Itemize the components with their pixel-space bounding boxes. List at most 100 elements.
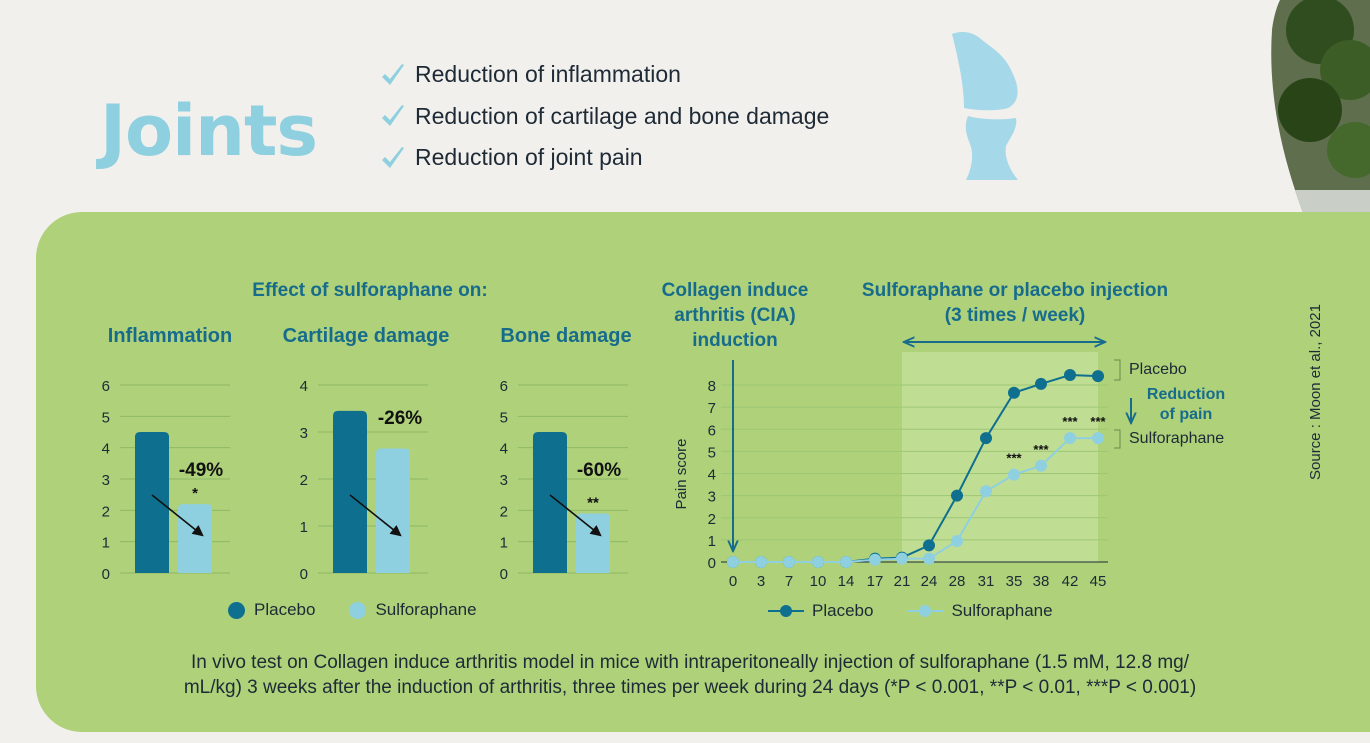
data-point-sulforaphane <box>783 556 795 568</box>
x-tick-label: 3 <box>757 573 765 590</box>
significance-marker: ** <box>587 494 599 511</box>
y-tick-label: 0 <box>102 566 110 583</box>
legend-sulforaphane: Sulforaphane <box>349 600 477 620</box>
sulforaphane-line-icon <box>907 604 944 618</box>
x-tick-label: 10 <box>810 573 827 590</box>
data-point-sulforaphane <box>923 552 935 565</box>
y-tick-label: 1 <box>500 535 508 552</box>
cia-induction-label: Collagen induce arthritis (CIA) inductio… <box>661 280 809 351</box>
bar-sulforaphane <box>178 504 212 573</box>
placebo-bracket <box>1114 359 1121 381</box>
x-tick-label: 21 <box>894 573 911 590</box>
y-tick-label: 4 <box>500 441 508 458</box>
benefit-item: Reduction of cartilage and bone damage <box>380 96 829 138</box>
x-tick-label: 24 <box>921 573 938 590</box>
data-point-sulforaphane <box>755 556 767 568</box>
line-legend: Placebo Sulforaphane <box>768 601 1087 621</box>
x-tick-label: 42 <box>1062 573 1079 590</box>
x-tick-label: 28 <box>949 573 966 590</box>
injection-period-label: Sulforaphane or placebo injection (3 tim… <box>861 280 1169 326</box>
knee-joint-icon <box>952 32 1018 180</box>
significance-marker: *** <box>1062 414 1078 429</box>
x-tick-label: 7 <box>785 573 793 590</box>
checkmark-icon <box>382 105 404 127</box>
x-tick-label: 45 <box>1090 573 1107 590</box>
significance-marker: *** <box>1006 451 1022 466</box>
y-tick-label: 3 <box>500 472 508 489</box>
sulforaphane-bracket <box>1114 429 1121 449</box>
data-point-placebo <box>923 539 935 552</box>
bar-sulforaphane <box>576 513 610 573</box>
reduction-arrow <box>151 494 204 537</box>
y-tick-label: 2 <box>300 472 308 489</box>
y-tick-label: 3 <box>300 425 308 442</box>
data-point-placebo <box>1064 369 1076 382</box>
y-tick-label: 3 <box>708 489 716 506</box>
y-tick-label: 6 <box>500 378 508 395</box>
reduction-arrow <box>549 494 602 537</box>
data-point-placebo <box>1035 377 1047 390</box>
y-tick-label: 6 <box>708 422 716 439</box>
bar-placebo <box>533 432 567 573</box>
y-tick-label: 4 <box>300 378 308 395</box>
y-tick-label: 1 <box>102 535 110 552</box>
data-point-sulforaphane <box>869 553 881 566</box>
benefit-item: Reduction of inflammation <box>380 54 829 96</box>
data-point-sulforaphane <box>727 556 739 568</box>
x-tick-label: 0 <box>729 573 737 590</box>
x-tick-label: 31 <box>978 573 995 590</box>
significance-marker: *** <box>1090 414 1106 429</box>
placebo-line-icon <box>768 604 804 618</box>
sulforaphane-end-label: Sulforaphane <box>1129 430 1225 447</box>
y-tick-label: 0 <box>300 566 308 583</box>
sulforaphane-dot-icon <box>349 601 367 619</box>
data-point-sulforaphane <box>896 552 908 565</box>
y-tick-label: 1 <box>300 519 308 536</box>
checkmark-icon <box>382 63 404 85</box>
reduction-of-pain-label: Reduction of pain <box>1146 386 1226 423</box>
y-tick-label: 4 <box>102 441 110 458</box>
benefit-text: Reduction of cartilage and bone damage <box>415 102 830 129</box>
data-point-sulforaphane <box>1035 459 1047 472</box>
percent-change-label: -49% <box>179 460 223 481</box>
checkmark-icon <box>382 146 404 168</box>
bar-placebo <box>333 410 367 573</box>
data-point-sulforaphane <box>980 485 992 498</box>
reduction-arrow <box>349 494 402 537</box>
significance-marker: *** <box>1033 442 1049 457</box>
y-tick-label: 8 <box>708 378 716 395</box>
benefit-text: Reduction of joint pain <box>415 144 643 171</box>
benefit-item: Reduction of joint pain <box>380 137 829 179</box>
percent-change-label: -60% <box>577 460 621 481</box>
y-tick-label: 6 <box>102 378 110 395</box>
y-tick-label: 0 <box>708 555 716 572</box>
data-point-placebo <box>980 432 992 445</box>
y-tick-label: 1 <box>708 533 716 550</box>
significance-marker: * <box>192 485 198 502</box>
y-tick-label: 4 <box>708 467 716 484</box>
data-point-placebo <box>951 489 963 502</box>
legend-sulforaphane-line: Sulforaphane <box>907 601 1053 621</box>
data-point-sulforaphane <box>840 556 852 568</box>
page-title: Joints <box>100 90 318 172</box>
y-axis-label: Pain score <box>673 439 690 510</box>
data-point-sulforaphane <box>1092 432 1104 445</box>
results-panel <box>36 212 1370 732</box>
y-tick-label: 7 <box>708 400 716 417</box>
x-tick-label: 14 <box>838 573 855 590</box>
benefits-list: Reduction of inflammation Reduction of c… <box>380 54 829 179</box>
data-point-placebo <box>1092 370 1104 383</box>
cartilage-chart-title: Cartilage damage <box>282 325 450 347</box>
bar-legend: Placebo Sulforaphane <box>228 600 511 620</box>
x-tick-label: 35 <box>1006 573 1023 590</box>
data-point-sulforaphane <box>1064 432 1076 445</box>
bone-chart-title: Bone damage <box>500 325 632 347</box>
source-citation: Source : Moon et al., 2021 <box>1307 304 1324 480</box>
section-title: Effect of sulforaphane on: <box>252 280 488 301</box>
y-tick-label: 5 <box>500 409 508 426</box>
study-caption: In vivo test on Collagen induce arthriti… <box>183 652 1197 698</box>
injection-period-shading <box>902 352 1098 562</box>
bar-placebo <box>135 432 169 573</box>
y-tick-label: 5 <box>708 444 716 461</box>
